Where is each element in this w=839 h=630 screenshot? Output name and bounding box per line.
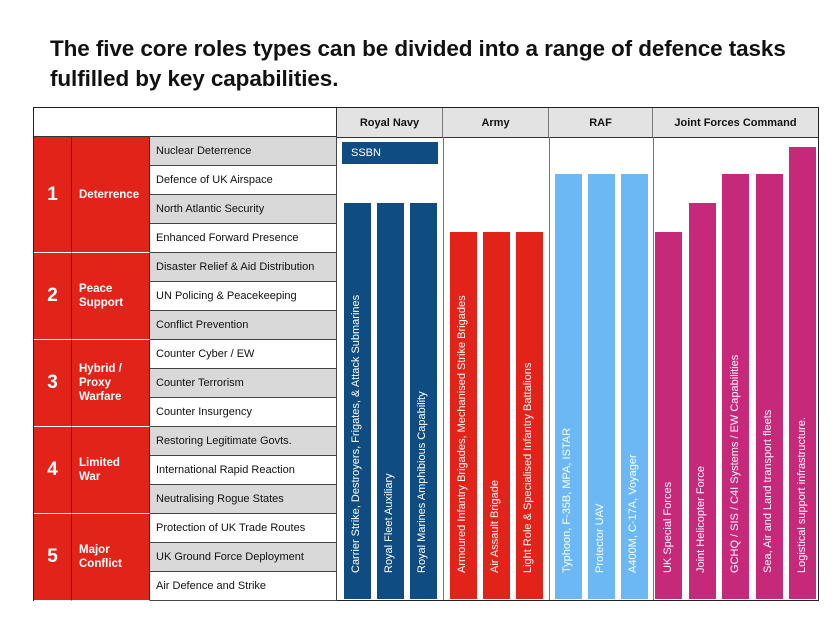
column-divider <box>653 137 654 600</box>
task-row: Air Defence and Strike <box>150 572 337 601</box>
role-number: 2 <box>34 253 72 340</box>
task-row: Counter Insurgency <box>150 398 337 427</box>
capability-bar: Typhoon, F-35B, MPA, ISTAR <box>554 174 582 599</box>
capability-bar: Carrier Strike, Destroyers, Frigates, & … <box>343 203 371 599</box>
capability-bar: Air Assault Brigade <box>482 232 510 599</box>
capability-bar: Joint Helicopter Force <box>688 203 716 599</box>
capability-matrix: Royal Navy Army RAF Joint Forces Command… <box>33 107 819 601</box>
role-name-label: Limited War <box>79 457 120 483</box>
task-row: Disaster Relief & Aid Distribution <box>150 253 337 282</box>
task-row: Conflict Prevention <box>150 311 337 340</box>
role-number: 1 <box>34 137 72 253</box>
role-name: Major Conflict <box>72 514 150 601</box>
header-blank-cell <box>34 108 337 137</box>
role-number: 3 <box>34 340 72 427</box>
role-name: Peace Support <box>72 253 150 340</box>
header-joint-forces-command: Joint Forces Command <box>653 108 818 137</box>
task-row: North Atlantic Security <box>150 195 337 224</box>
capability-bar: Sea, Air and Land transport fleets <box>755 174 783 599</box>
task-row: International Rapid Reaction <box>150 456 337 485</box>
role-name-label: Peace Support <box>79 283 124 309</box>
capability-label: GCHQ / SIS / C4I Systems / EW Capabiliti… <box>728 354 741 573</box>
task-row: UN Policing & Peacekeeping <box>150 282 337 311</box>
capability-label: Carrier Strike, Destroyers, Frigates, & … <box>350 294 362 573</box>
role-name-label: Deterrence <box>79 188 140 201</box>
capability-bar: A400M, C-17A, Voyager <box>620 174 648 599</box>
capability-label: Typhoon, F-35B, MPA, ISTAR <box>561 427 573 573</box>
task-row: Defence of UK Airspace <box>150 166 337 195</box>
capability-label: UK Special Forces <box>661 481 674 573</box>
header-army: Army <box>443 108 549 137</box>
task-row: Counter Cyber / EW <box>150 340 337 369</box>
column-divider <box>443 137 444 600</box>
role-name: Limited War <box>72 427 150 514</box>
role-number: 4 <box>34 427 72 514</box>
capability-label: Light Role & Specialised Infantry Battal… <box>522 362 534 573</box>
capability-label: A400M, C-17A, Voyager <box>627 454 639 573</box>
header-raf: RAF <box>549 108 653 137</box>
capability-label: Protector UAV <box>594 503 606 574</box>
capability-label: Armoured Infantry Brigades, Mechanised S… <box>456 295 468 573</box>
task-row: Restoring Legitimate Govts. <box>150 427 337 456</box>
column-divider <box>549 137 550 600</box>
header-divider <box>34 137 818 138</box>
capability-label: Logistical support infrastructure. <box>795 417 808 573</box>
capability-bar: UK Special Forces <box>655 232 682 599</box>
capability-bar: GCHQ / SIS / C4I Systems / EW Capabiliti… <box>722 174 749 599</box>
header-royal-navy: Royal Navy <box>337 108 443 137</box>
role-name: Deterrence <box>72 137 150 253</box>
task-row: Enhanced Forward Presence <box>150 224 337 253</box>
role-name: Hybrid / Proxy Warfare <box>72 340 150 427</box>
capability-bar: Protector UAV <box>587 174 615 599</box>
capability-label: Royal Fleet Auxiliary <box>383 473 395 573</box>
task-row: Nuclear Deterrence <box>150 137 337 166</box>
capability-bar: Royal Fleet Auxiliary <box>376 203 404 599</box>
task-row: UK Ground Force Deployment <box>150 543 337 572</box>
capability-label: Joint Helicopter Force <box>695 466 707 573</box>
capability-bar: Logistical support infrastructure. <box>789 147 816 599</box>
task-row: Protection of UK Trade Routes <box>150 514 337 543</box>
capability-bar: Light Role & Specialised Infantry Battal… <box>515 232 543 599</box>
role-name-label: Hybrid / Proxy Warfare <box>79 363 122 403</box>
capability-bar: Armoured Infantry Brigades, Mechanised S… <box>449 232 477 599</box>
capability-label: Sea, Air and Land transport fleets <box>762 409 774 573</box>
ssbn-label: SSBN <box>351 147 381 159</box>
task-row: Counter Terrorism <box>150 369 337 398</box>
capability-bar: Royal Marines Amphibious Capability <box>409 203 437 599</box>
capability-label: Air Assault Brigade <box>489 480 501 573</box>
role-number: 5 <box>34 514 72 601</box>
role-name-label: Major Conflict <box>79 544 122 570</box>
task-row: Neutralising Rogue States <box>150 485 337 514</box>
capability-label: Royal Marines Amphibious Capability <box>416 391 428 573</box>
page-title: The five core roles types can be divided… <box>50 36 786 91</box>
ssbn-bar: SSBN <box>342 142 438 164</box>
